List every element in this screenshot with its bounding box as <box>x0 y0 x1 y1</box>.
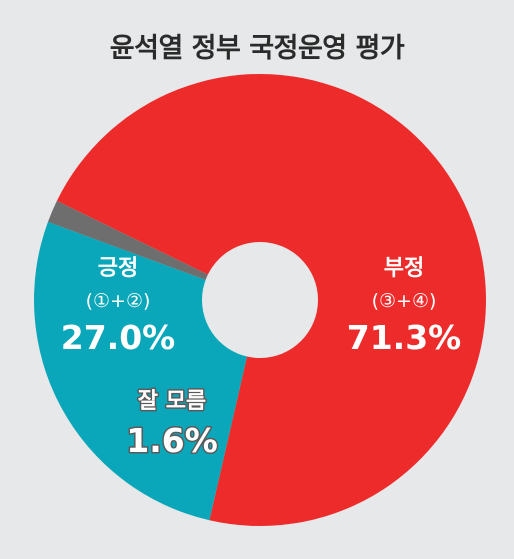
slice-0-name-label: 부정 <box>384 256 424 281</box>
slice-1-value-label: 27.0% <box>61 318 176 357</box>
pie-slice-2 <box>47 200 261 300</box>
slice-1-name-label: 긍정 <box>98 256 138 281</box>
slice-0-value-label: 71.3% <box>347 318 462 357</box>
slice-0-sub-label: (③+④) <box>372 290 437 312</box>
slice-2-name-label: 잘 모름 <box>138 389 206 414</box>
slice-1-sub-label: (①+②) <box>86 290 151 312</box>
slice-2-value-label: 1.6% <box>126 421 218 460</box>
donut-hole <box>202 242 318 358</box>
chart-title: 윤석열 정부 국정운영 평가 <box>109 33 405 64</box>
